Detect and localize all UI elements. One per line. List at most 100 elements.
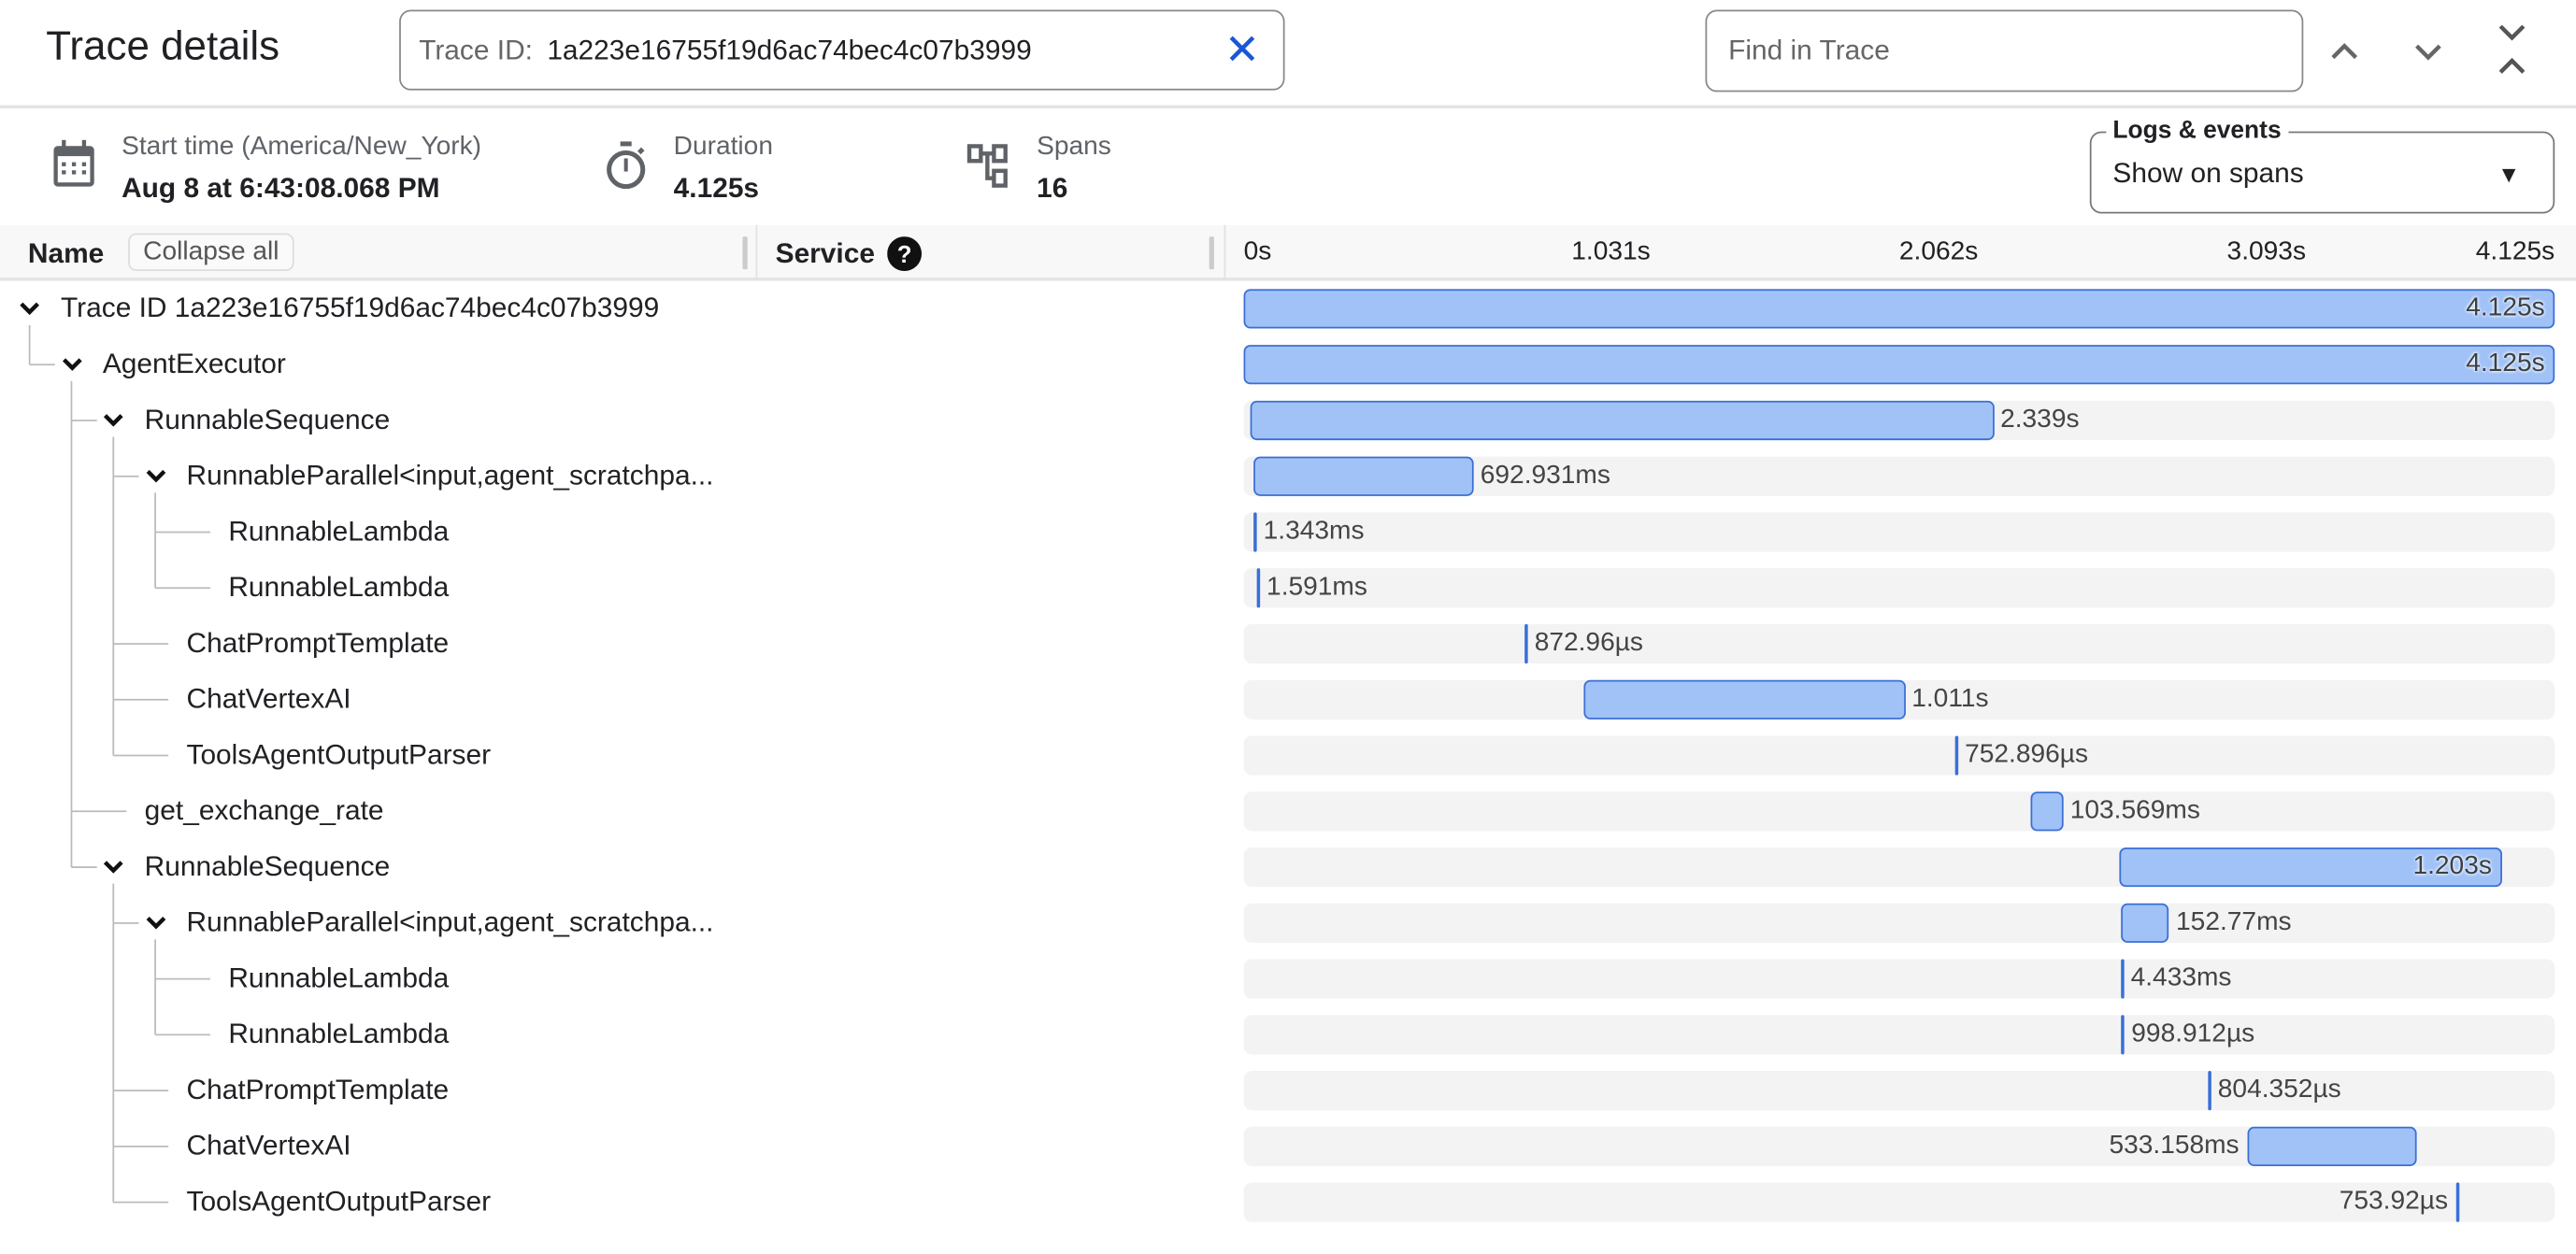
span-track <box>1243 1182 2555 1222</box>
span-row[interactable]: get_exchange_rate 103.569ms <box>0 783 2576 839</box>
chevron-down-icon[interactable] <box>17 295 43 321</box>
span-row[interactable]: RunnableSequence 1.203s <box>0 839 2576 895</box>
span-duration-label: 1.591ms <box>1267 573 1367 602</box>
span-bar[interactable] <box>2119 847 2502 888</box>
column-header-row: Name Collapse all Service ? 0s 1.031s 2.06… <box>0 224 2576 281</box>
span-duration-label: 4.125s <box>2466 349 2545 378</box>
previous-match-icon[interactable] <box>2323 30 2366 73</box>
clear-icon[interactable]: ✕ <box>1224 24 1261 75</box>
span-bar[interactable] <box>2455 1182 2460 1222</box>
span-row[interactable]: AgentExecutor 4.125s <box>0 336 2576 392</box>
span-bar[interactable] <box>1583 679 1906 720</box>
span-row[interactable]: ChatPromptTemplate 872.96µs <box>0 616 2576 672</box>
span-duration-label: 4.125s <box>2466 293 2545 322</box>
span-name: AgentExecutor <box>102 348 286 380</box>
span-bar[interactable] <box>1243 345 2555 385</box>
span-bar[interactable] <box>1954 735 1959 776</box>
calendar-icon <box>53 139 94 187</box>
span-name: ChatPromptTemplate <box>186 627 450 659</box>
span-bar[interactable] <box>2121 1015 2125 1055</box>
span-row[interactable]: RunnableLambda 998.912µs <box>0 1006 2576 1062</box>
span-name: ChatPromptTemplate <box>186 1074 450 1105</box>
span-name: RunnableLambda <box>228 1018 450 1050</box>
span-bar[interactable] <box>2247 1126 2417 1166</box>
service-column-resize-handle[interactable] <box>1209 236 1214 270</box>
span-row[interactable]: ChatVertexAI 1.011s <box>0 672 2576 728</box>
duration-label: Duration <box>673 133 773 162</box>
span-name: Trace ID 1a223e16755f19d6ac74bec4c07b399… <box>61 292 660 324</box>
span-bar[interactable] <box>2030 791 2064 832</box>
span-name: ChatVertexAI <box>186 1130 351 1161</box>
logs-events-legend: Logs & events <box>2106 116 2288 145</box>
span-row[interactable]: RunnableLambda 4.433ms <box>0 951 2576 1007</box>
collapse-all-button[interactable]: Collapse all <box>128 233 294 272</box>
logs-events-select[interactable]: Logs & events Show on spans ▼ <box>2089 116 2555 214</box>
duration-value: 4.125s <box>673 172 760 204</box>
span-bar[interactable] <box>1256 568 1261 608</box>
span-name: RunnableParallel<input,agent_scratchpa..… <box>186 460 714 492</box>
span-bar[interactable] <box>1253 512 1257 552</box>
span-track <box>1243 735 2555 776</box>
span-name: RunnableLambda <box>228 571 450 604</box>
span-name: RunnableLambda <box>228 962 450 994</box>
span-bar[interactable] <box>1250 400 1995 441</box>
chevron-down-icon[interactable] <box>58 351 84 378</box>
name-column-resize-handle[interactable] <box>742 236 748 270</box>
collapse-panel-icon[interactable] <box>2491 20 2534 78</box>
span-track <box>1243 623 2555 664</box>
time-axis-tick: 3.093s <box>2226 237 2307 266</box>
span-row[interactable]: ChatVertexAI 533.158ms <box>0 1119 2576 1175</box>
span-row[interactable]: RunnableLambda 1.343ms <box>0 505 2576 561</box>
page-title: Trace details <box>46 22 280 69</box>
span-row[interactable]: ToolsAgentOutputParser 753.92µs <box>0 1175 2576 1231</box>
stopwatch-icon <box>607 141 646 190</box>
span-row[interactable]: ChatPromptTemplate 804.352µs <box>0 1062 2576 1119</box>
chevron-down-icon[interactable] <box>142 910 168 936</box>
span-duration-label: 998.912µs <box>2131 1019 2255 1048</box>
span-name: get_exchange_rate <box>144 794 384 827</box>
span-row[interactable]: RunnableSequence 2.339s <box>0 392 2576 449</box>
spans-value: 16 <box>1037 172 1068 204</box>
tree-connector-lines <box>28 325 210 1204</box>
help-icon[interactable]: ? <box>887 236 923 272</box>
span-duration-label: 103.569ms <box>2069 796 2200 825</box>
span-bar[interactable] <box>1253 456 1474 496</box>
span-bar[interactable] <box>2208 1071 2211 1111</box>
span-row[interactable]: Trace ID 1a223e16755f19d6ac74bec4c07b399… <box>0 281 2576 337</box>
span-bar[interactable] <box>1524 623 1528 664</box>
span-name: RunnableLambda <box>228 515 450 548</box>
trace-id-label: Trace ID: <box>419 34 533 66</box>
chevron-down-icon[interactable] <box>100 407 126 434</box>
find-in-trace-input[interactable] <box>1705 9 2304 93</box>
svg-text:?: ? <box>897 242 912 268</box>
span-duration-label: 1.011s <box>1911 684 1989 713</box>
span-duration-label: 804.352µs <box>2217 1076 2341 1104</box>
span-bar[interactable] <box>1243 289 2555 329</box>
span-bar[interactable] <box>2121 959 2125 999</box>
time-axis-tick: 0s <box>1243 237 1272 266</box>
span-row[interactable]: ToolsAgentOutputParser 752.896µs <box>0 728 2576 784</box>
chevron-down-icon[interactable] <box>100 854 126 880</box>
span-bar[interactable] <box>2121 903 2169 943</box>
span-track <box>1243 1071 2555 1111</box>
span-row[interactable]: RunnableLambda 1.591ms <box>0 560 2576 616</box>
trace-id-value[interactable]: 1a223e16755f19d6ac74bec4c07b3999 <box>547 34 1032 66</box>
span-name: ToolsAgentOutputParser <box>186 1186 492 1218</box>
span-track <box>1243 568 2555 608</box>
dropdown-arrow-icon: ▼ <box>2497 161 2521 188</box>
span-name: ChatVertexAI <box>186 683 351 715</box>
span-duration-label: 752.896µs <box>1965 740 2089 769</box>
trace-id-field[interactable]: Trace ID: 1a223e16755f19d6ac74bec4c07b39… <box>399 9 1285 91</box>
span-track <box>1243 512 2555 552</box>
time-axis-tick: 4.125s <box>2475 237 2555 266</box>
span-row[interactable]: RunnableParallel<input,agent_scratchpa..… <box>0 895 2576 951</box>
next-match-icon[interactable] <box>2407 30 2450 73</box>
time-axis-tick: 2.062s <box>1898 237 1979 266</box>
service-column-header: Service <box>775 237 875 270</box>
chevron-down-icon[interactable] <box>142 463 168 490</box>
span-track <box>1243 1015 2555 1055</box>
span-row[interactable]: RunnableParallel<input,agent_scratchpa..… <box>0 449 2576 505</box>
start-time-label: Start time (America/New_York) <box>122 133 482 162</box>
time-axis-tick: 1.031s <box>1571 237 1651 266</box>
